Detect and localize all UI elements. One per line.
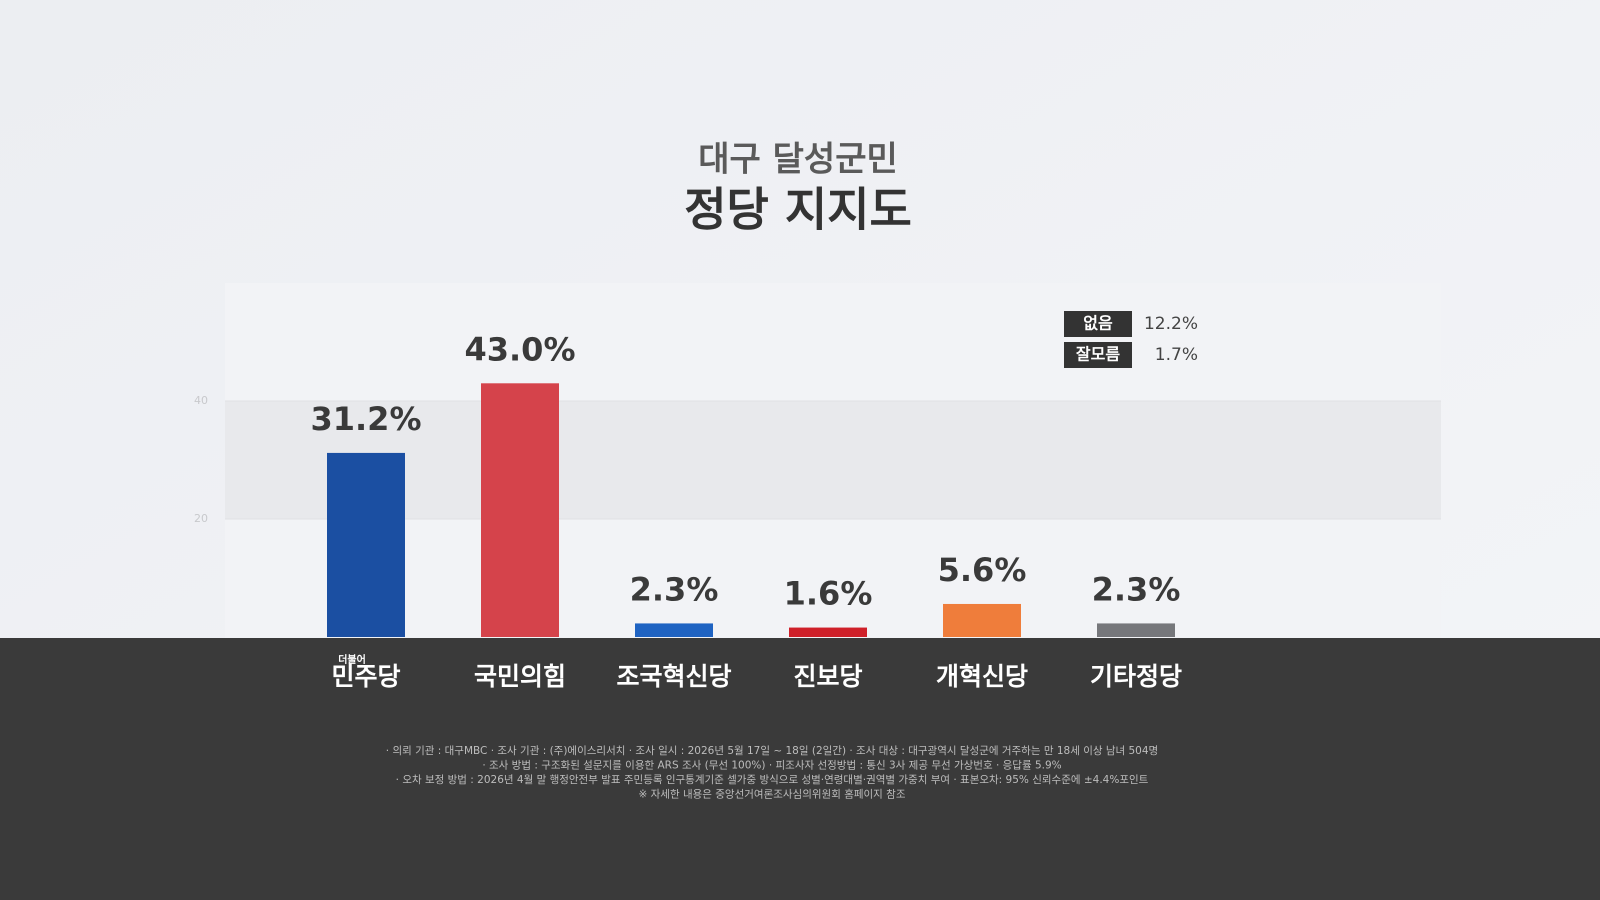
others-box (1064, 342, 1132, 368)
others-value: 12.2% (1144, 314, 1198, 334)
category-label: 민주당 (331, 662, 400, 691)
footnote: ※ 자세한 내용은 중앙선거여론조사심의위원회 홈페이지 참조 (639, 788, 906, 801)
footnote: · 의뢰 기관 : 대구MBC · 조사 기관 : (주)에이스리서치 · 조사… (386, 744, 1158, 757)
bar (943, 603, 1021, 637)
grid-band (225, 401, 1441, 519)
value-label: 31.2% (310, 400, 421, 438)
value-label: 2.3% (630, 570, 719, 608)
value-label: 2.3% (1092, 570, 1181, 608)
bar (1097, 623, 1175, 637)
bottom-band (0, 638, 1600, 900)
y-tick-label: 20 (194, 512, 208, 525)
others-label: 잘모름 (1076, 345, 1120, 364)
others-label: 없음 (1083, 314, 1113, 333)
category-label: 조국혁신당 (616, 662, 731, 691)
others-box (1064, 311, 1132, 337)
y-tick-label: 40 (194, 394, 208, 407)
category-label: 진보당 (793, 662, 862, 691)
value-label: 5.6% (938, 551, 1027, 589)
bar (789, 627, 867, 637)
category-superscript: 더불어 (338, 653, 366, 666)
category-label: 국민의힘 (474, 662, 566, 691)
value-label: 43.0% (464, 330, 575, 368)
footnote: · 오차 보정 방법 : 2026년 4월 말 행정안전부 발표 주민등록 인구… (396, 774, 1149, 786)
chart-subtitle: 정당 지지도 (684, 183, 912, 237)
value-label: 1.6% (784, 575, 873, 613)
others-value: 1.7% (1155, 345, 1198, 365)
category-label: 기타정당 (1090, 662, 1182, 691)
bar (635, 623, 713, 637)
bar (481, 383, 559, 637)
category-label: 개혁신당 (936, 662, 1028, 691)
bar (327, 452, 405, 637)
footnote: · 조사 방법 : 구조화된 설문지를 이용한 ARS 조사 (무선 100%)… (482, 760, 1061, 772)
chart-title: 대구 달성군민 (698, 140, 898, 180)
